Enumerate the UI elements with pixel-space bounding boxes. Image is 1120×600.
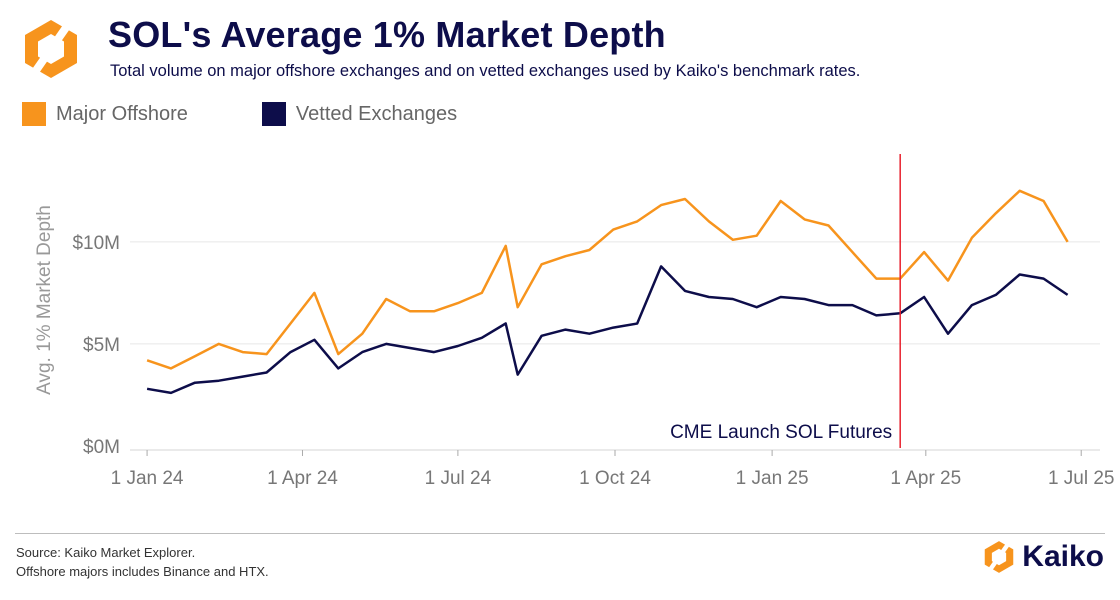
legend-swatch-vetted-exchanges [261, 102, 286, 126]
x-tick-label-0: 1 Jan 24 [111, 468, 184, 489]
footer-divider [15, 533, 1105, 534]
chart-subtitle: Total volume on major offshore exchanges… [110, 62, 861, 80]
x-tick-label-3: 1 Oct 24 [579, 468, 651, 489]
x-tick-label-4: 1 Jan 25 [736, 468, 809, 489]
legend-item-major-offshore: Major Offshore [22, 102, 188, 126]
legend-item-vetted-exchanges: Vetted Exchanges [261, 102, 458, 126]
source-note: Source: Kaiko Market Explorer. [16, 545, 196, 560]
series-line-major-offshore [146, 189, 1069, 370]
legend: Major Offshore Vetted Exchanges [22, 102, 531, 126]
line-chart: $0M $5M $10M 1 Jan 24 1 Apr 24 1 Jul 24 1 Oct … [34, 154, 1115, 489]
y-tick-label-1: $5M [83, 335, 120, 356]
x-tick-label-6: 1 Jul 25 [1048, 468, 1115, 489]
legend-label-major-offshore: Major Offshore [56, 102, 188, 125]
kaiko-logo-icon [25, 20, 77, 78]
kaiko-brand-icon [985, 541, 1014, 573]
y-tick-label-0: $0M [83, 437, 120, 458]
x-tick-label-1: 1 Apr 24 [267, 468, 338, 489]
legend-label-vetted-exchanges: Vetted Exchanges [295, 102, 458, 125]
y-tick-label-2: $10M [72, 233, 120, 254]
legend-swatch-major-offshore [22, 102, 46, 126]
y-axis-label: Avg. 1% Market Depth [34, 205, 55, 395]
series-line-vetted-exchanges [146, 265, 1069, 395]
footnote: Offshore majors includes Binance and HTX… [16, 564, 269, 579]
x-tick-label-5: 1 Apr 25 [890, 468, 961, 489]
x-tick-label-2: 1 Jul 24 [425, 468, 492, 489]
chart-title: SOL's Average 1% Market Depth [108, 14, 666, 55]
annotation-label: CME Launch SOL Futures [670, 422, 892, 443]
brand-name: Kaiko [1022, 540, 1104, 573]
brand-logo: Kaiko [982, 540, 1104, 574]
